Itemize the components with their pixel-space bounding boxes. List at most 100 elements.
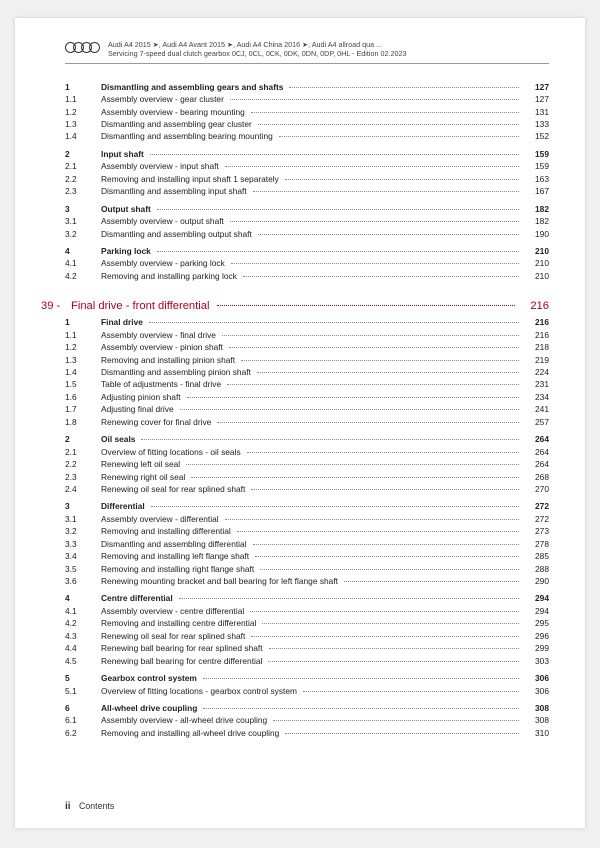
toc-title: Assembly overview - bearing mounting [101,107,249,118]
toc-page: 182 [521,204,549,215]
toc-row: 3.6Renewing mounting bracket and ball be… [65,576,549,587]
toc-page: 152 [521,131,549,142]
leader-dots [186,464,519,465]
toc-number: 4.2 [65,618,101,629]
leader-dots [253,191,519,192]
header-line2: Servicing 7-speed dual clutch gearbox 0C… [108,49,406,58]
toc-number: 1.8 [65,417,101,428]
leader-dots [227,384,519,385]
toc-page: 299 [521,643,549,654]
toc-row: 3.5Removing and installing right flange … [65,564,549,575]
toc-page: 210 [521,258,549,269]
leader-dots [253,544,519,545]
toc-row: 6.1Assembly overview - all-wheel drive c… [65,715,549,726]
toc-page: 127 [521,94,549,105]
toc-number: 4.3 [65,631,101,642]
toc-number: 3.1 [65,514,101,525]
toc-row: 1.1Assembly overview - gear cluster127 [65,94,549,105]
leader-dots [225,519,519,520]
toc-row: 2.2Renewing left oil seal264 [65,459,549,470]
header-line1: Audi A4 2015 ➤, Audi A4 Avant 2015 ➤, Au… [108,40,406,49]
toc-row: 1.4Dismantling and assembling bearing mo… [65,131,549,142]
leader-dots [157,209,519,210]
toc-title: Assembly overview - pinion shaft [101,342,227,353]
toc-title: Final drive [101,317,147,328]
leader-dots [187,397,519,398]
toc-row: 4.1Assembly overview - centre differenti… [65,606,549,617]
toc-row: 2.1Assembly overview - input shaft159 [65,161,549,172]
toc-number: 1 [65,317,101,328]
toc-row: 1Final drive216 [65,317,549,328]
page-number: ii [65,801,71,812]
toc-row: 1.2Assembly overview - pinion shaft218 [65,342,549,353]
toc-title: Removing and installing centre different… [101,618,260,629]
toc-title: Assembly overview - differential [101,514,223,525]
toc-number: 5.1 [65,686,101,697]
leader-dots [303,691,519,692]
toc-title: Removing and installing all-wheel drive … [101,728,283,739]
leader-dots [157,251,519,252]
toc-title: Dismantling and assembling differential [101,539,251,550]
leader-dots [251,489,519,490]
toc-page: 182 [521,216,549,227]
toc-number: 1.4 [65,367,101,378]
toc-page: 167 [521,186,549,197]
toc-page: 163 [521,174,549,185]
toc-title: Dismantling and assembling gear cluster [101,119,256,130]
toc-title: Renewing mounting bracket and ball beari… [101,576,342,587]
toc-number: 2.2 [65,459,101,470]
toc-page: 306 [521,686,549,697]
toc-title: Renewing left oil seal [101,459,184,470]
footer-label: Contents [79,801,114,811]
toc-number: 3.2 [65,526,101,537]
toc-row: 4.4Renewing ball bearing for rear spline… [65,643,549,654]
toc-page: 264 [521,434,549,445]
toc-page: 159 [521,149,549,160]
toc-number: 3.4 [65,551,101,562]
page-header: Audi A4 2015 ➤, Audi A4 Avant 2015 ➤, Au… [65,40,549,64]
toc-number: 2.4 [65,484,101,495]
toc-title: Renewing ball bearing for centre differe… [101,656,266,667]
toc-number: 1.5 [65,379,101,390]
toc-row: 4Parking lock210 [65,246,549,257]
toc-page: 296 [521,631,549,642]
leader-dots [285,733,519,734]
leader-dots [273,720,519,721]
toc-number: 2.1 [65,161,101,172]
toc-number: 1.3 [65,119,101,130]
toc-title: All-wheel drive coupling [101,703,201,714]
toc-row: 4.2Removing and installing parking lock2… [65,271,549,282]
leader-dots [268,661,519,662]
leader-dots [217,422,519,423]
toc-row: 2.3Renewing right oil seal268 [65,472,549,483]
toc-title: Assembly overview - parking lock [101,258,229,269]
toc-row: 4Centre differential294 [65,593,549,604]
toc-number: 6.2 [65,728,101,739]
leader-dots [217,305,515,306]
toc-page: 219 [521,355,549,366]
toc-page: 257 [521,417,549,428]
toc-page: 308 [521,703,549,714]
toc-title: Removing and installing input shaft 1 se… [101,174,283,185]
toc-page: 294 [521,593,549,604]
toc-title: Renewing oil seal for rear splined shaft [101,631,249,642]
toc-number: 1.4 [65,131,101,142]
leader-dots [260,569,519,570]
toc-row: 3.3Dismantling and assembling differenti… [65,539,549,550]
toc-title: Removing and installing parking lock [101,271,241,282]
toc-title: Assembly overview - output shaft [101,216,228,227]
chapter-title: Final drive - front differential [71,300,215,312]
toc-number: 6.1 [65,715,101,726]
leader-dots [243,276,519,277]
leader-dots [141,439,519,440]
toc-number: 3.6 [65,576,101,587]
toc-number: 1.2 [65,107,101,118]
toc-title: Dismantling and assembling pinion shaft [101,367,255,378]
toc-row: 3.1Assembly overview - output shaft182 [65,216,549,227]
toc-number: 4 [65,246,101,257]
toc-number: 3 [65,204,101,215]
toc-title: Parking lock [101,246,155,257]
leader-dots [251,112,519,113]
toc-title: Removing and installing right flange sha… [101,564,258,575]
toc-row: 1Dismantling and assembling gears and sh… [65,82,549,93]
